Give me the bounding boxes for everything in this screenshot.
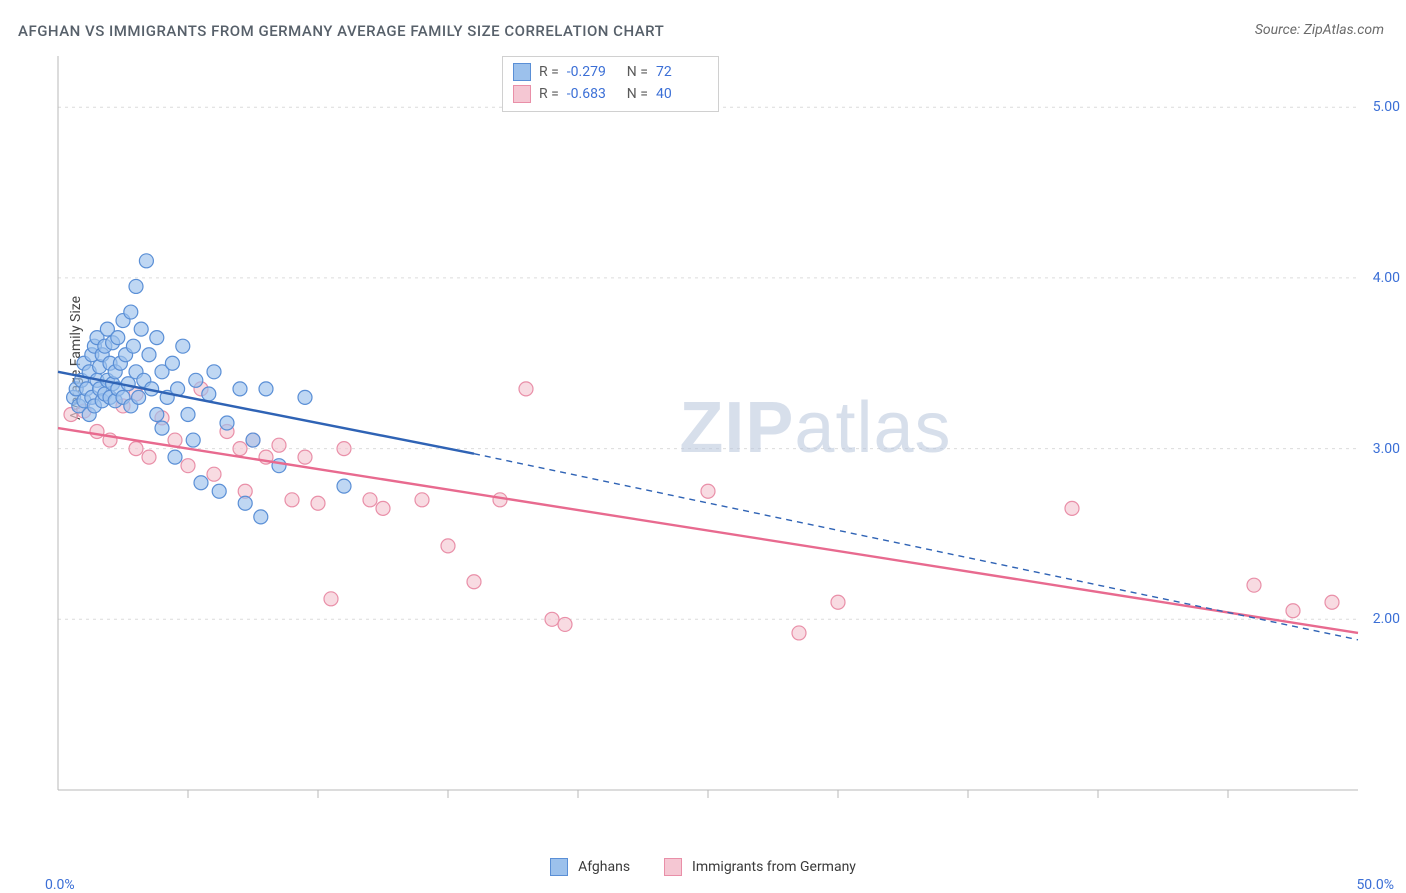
legend-item-germany: Immigrants from Germany xyxy=(664,858,856,876)
r-value-germany: -0.683 xyxy=(567,83,619,105)
chart-plot-area xyxy=(48,50,1378,820)
legend-label-afghans: Afghans xyxy=(578,859,630,875)
n-label: N = xyxy=(627,61,648,83)
correlation-stats-box: R = -0.279 N = 72 R = -0.683 N = 40 xyxy=(502,56,719,112)
scatter-svg xyxy=(48,50,1378,820)
swatch-afghans xyxy=(550,858,568,876)
source-attribution: Source: ZipAtlas.com xyxy=(1255,22,1384,38)
n-value-afghans: 72 xyxy=(656,61,708,83)
stats-row-germany: R = -0.683 N = 40 xyxy=(513,83,708,105)
stats-row-afghans: R = -0.279 N = 72 xyxy=(513,61,708,83)
n-value-germany: 40 xyxy=(656,83,708,105)
legend-label-germany: Immigrants from Germany xyxy=(692,859,856,875)
n-label: N = xyxy=(627,83,648,105)
chart-title: AFGHAN VS IMMIGRANTS FROM GERMANY AVERAG… xyxy=(18,22,664,40)
y-tick-label: 4.00 xyxy=(1373,270,1400,286)
y-tick-label: 3.00 xyxy=(1373,441,1400,457)
swatch-germany xyxy=(513,85,531,103)
r-value-afghans: -0.279 xyxy=(567,61,619,83)
r-label: R = xyxy=(539,83,559,105)
r-label: R = xyxy=(539,61,559,83)
swatch-afghans xyxy=(513,63,531,81)
legend-item-afghans: Afghans xyxy=(550,858,630,876)
bottom-legend: Afghans Immigrants from Germany xyxy=(0,858,1406,876)
x-tick-max: 50.0% xyxy=(1356,877,1394,893)
x-tick-min: 0.0% xyxy=(45,877,75,893)
swatch-germany xyxy=(664,858,682,876)
y-tick-label: 2.00 xyxy=(1373,611,1400,627)
y-tick-label: 5.00 xyxy=(1373,99,1400,115)
